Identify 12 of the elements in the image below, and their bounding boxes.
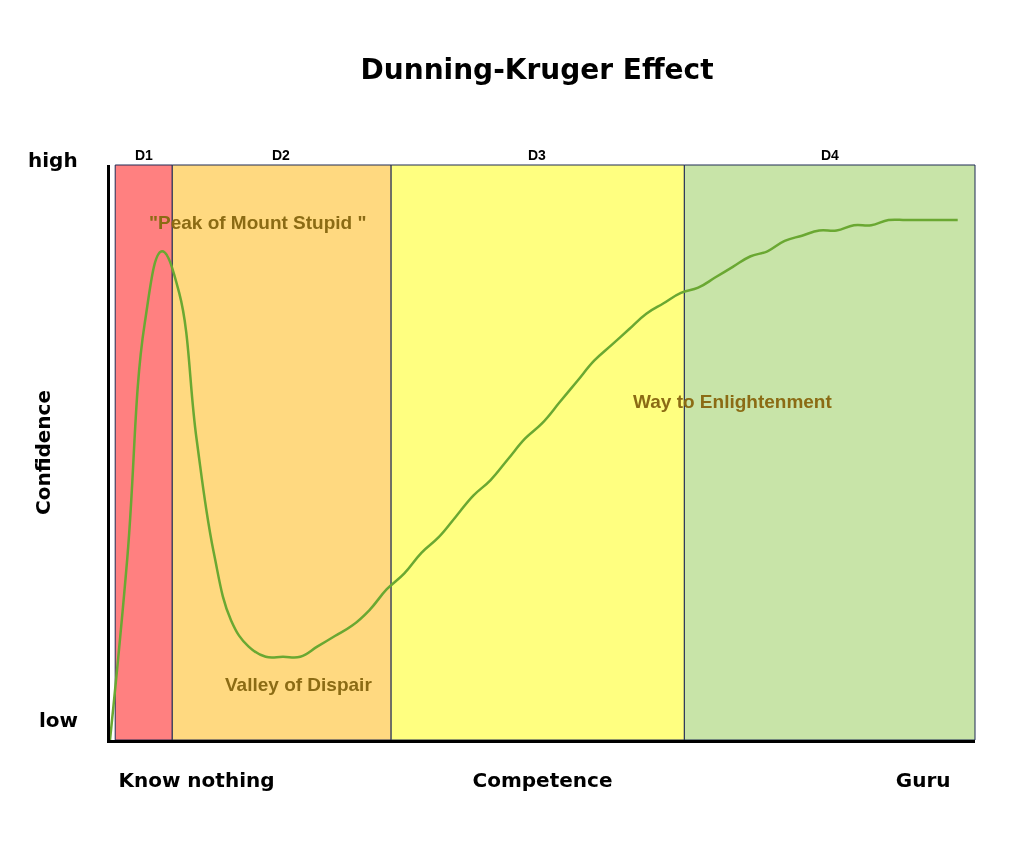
- x-tick-label: Competence: [472, 768, 613, 792]
- text: D1: [135, 147, 154, 163]
- y-axis-title: Confidence: [30, 389, 55, 516]
- x-tick-label: Guru: [895, 768, 951, 792]
- text: D2: [272, 147, 291, 163]
- annotation: Valley of Dispair: [225, 674, 373, 695]
- text: D3: [528, 147, 547, 163]
- text: high: [28, 148, 78, 172]
- text: low: [39, 708, 79, 732]
- x-tick-label: Know nothing: [118, 768, 275, 792]
- chart-title: Dunning-Kruger Effect: [360, 53, 714, 87]
- text: D4: [821, 147, 840, 163]
